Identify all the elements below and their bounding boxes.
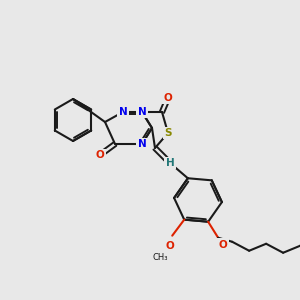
Text: N: N (138, 107, 146, 117)
Text: H: H (166, 158, 174, 168)
Text: O: O (166, 241, 175, 251)
Text: O: O (96, 150, 104, 160)
Text: N: N (138, 139, 146, 149)
Text: O: O (219, 240, 227, 250)
Text: O: O (164, 93, 172, 103)
Text: CH₃: CH₃ (152, 253, 168, 262)
Text: S: S (164, 128, 172, 138)
Text: N: N (118, 107, 127, 117)
